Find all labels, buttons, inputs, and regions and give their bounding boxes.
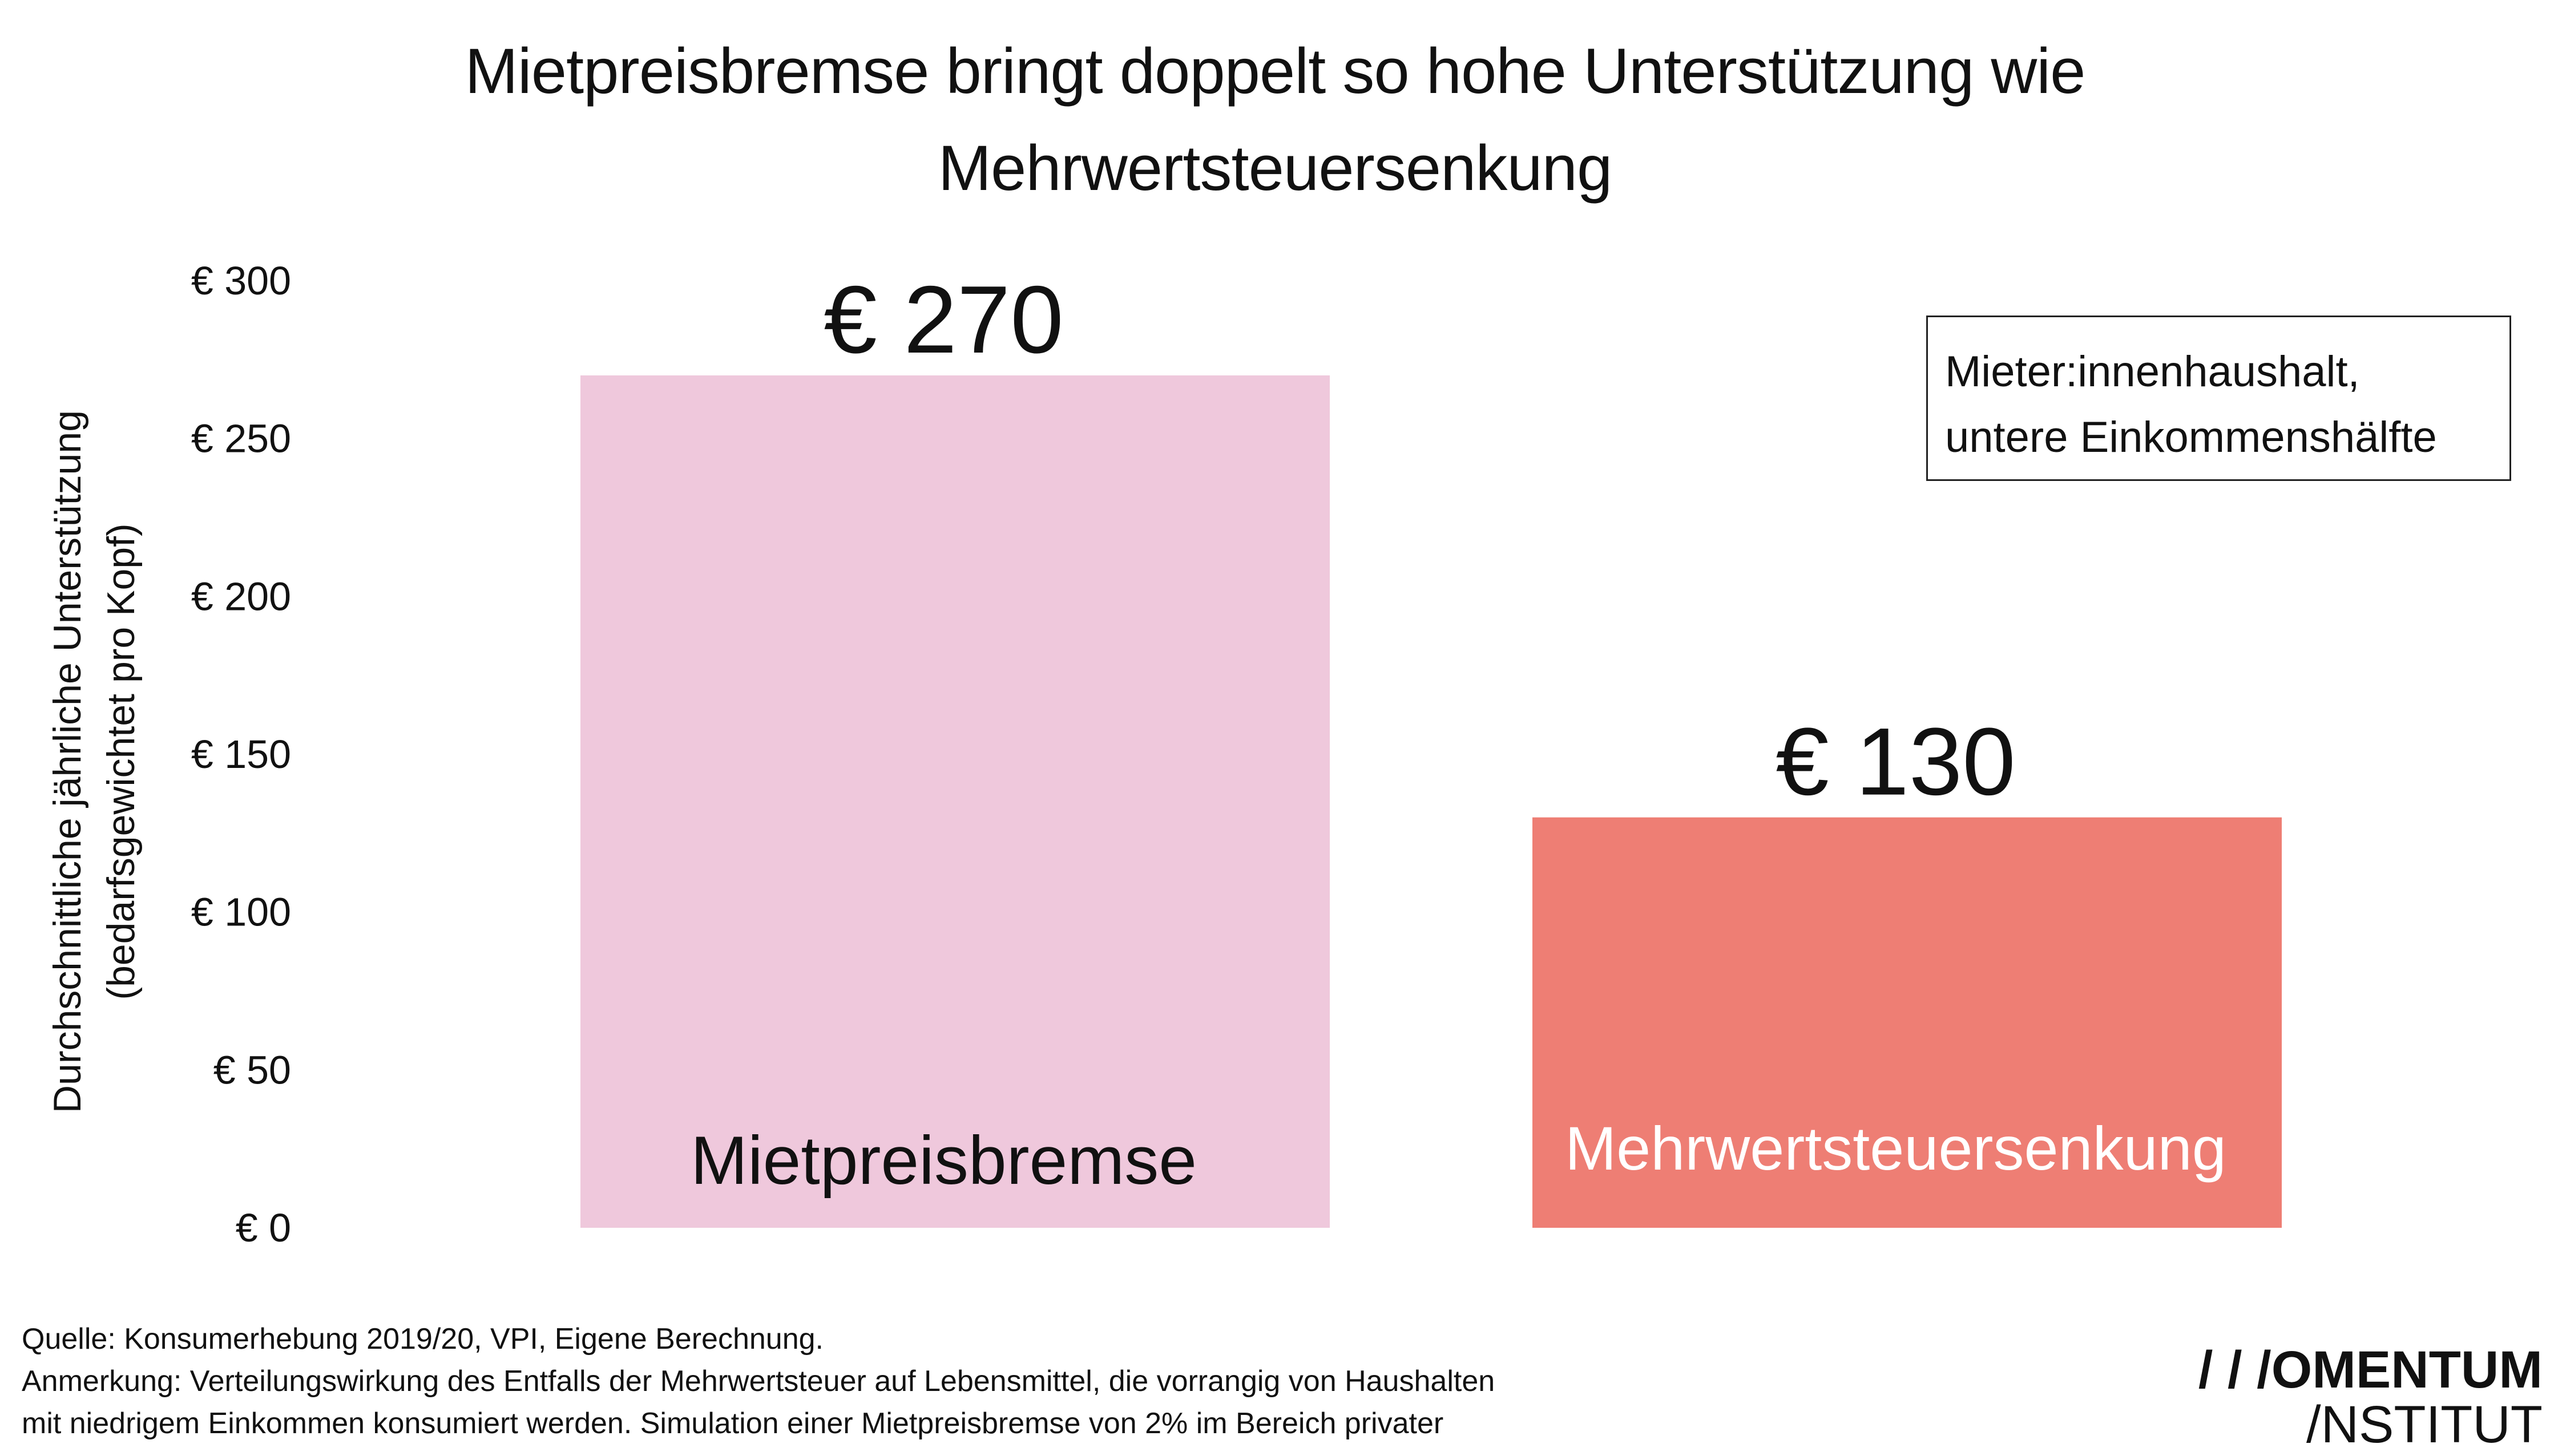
source-note: Quelle: Konsumerhebung 2019/20, VPI, Eig… [22,1322,824,1356]
y-tick-label: € 150 [191,732,291,776]
momentum-institut-logo: / / /OMENTUM /NSTITUT [2198,1341,2543,1449]
y-tick-label: € 200 [191,574,291,618]
legend-line2: untere Einkommenshälfte [1945,413,2437,462]
y-tick-label: € 50 [213,1047,291,1092]
chart-title-line2: Mehrwertsteuersenkung [938,132,1612,204]
value-label: € 270 [824,266,1063,373]
annotation-line1: Anmerkung: Verteilungswirkung des Entfal… [22,1365,1495,1398]
y-tick-label: € 100 [191,890,291,935]
logo-line1: / / /OMENTUM [2198,1341,2543,1399]
chart-title: Mietpreisbremse bringt doppelt so hohe U… [0,23,2550,217]
bar-mietpreisbremse [580,375,1330,1228]
logo-line2: /NSTITUT [2306,1396,2543,1449]
category-label: Mehrwertsteuersenkung [1565,1114,2226,1183]
bar-mehrwertsteuersenkung [1532,817,2282,1228]
annotation-line2: mit niedrigem Einkommen konsumiert werde… [22,1407,1444,1440]
category-label: Mietpreisbremse [691,1122,1197,1199]
y-tick-label: € 250 [191,416,291,461]
y-tick-label: € 300 [191,258,291,303]
value-label: € 130 [1776,708,2015,815]
chart-title-line1: Mietpreisbremse bringt doppelt so hohe U… [465,35,2086,107]
y-tick-label: € 0 [236,1206,291,1250]
footer-notes: Quelle: Konsumerhebung 2019/20, VPI, Eig… [22,1318,1620,1445]
legend-box: Mieter:innenhaushalt, untere Einkommensh… [1926,316,2511,481]
legend-line1: Mieter:innenhaushalt, [1945,347,2360,396]
